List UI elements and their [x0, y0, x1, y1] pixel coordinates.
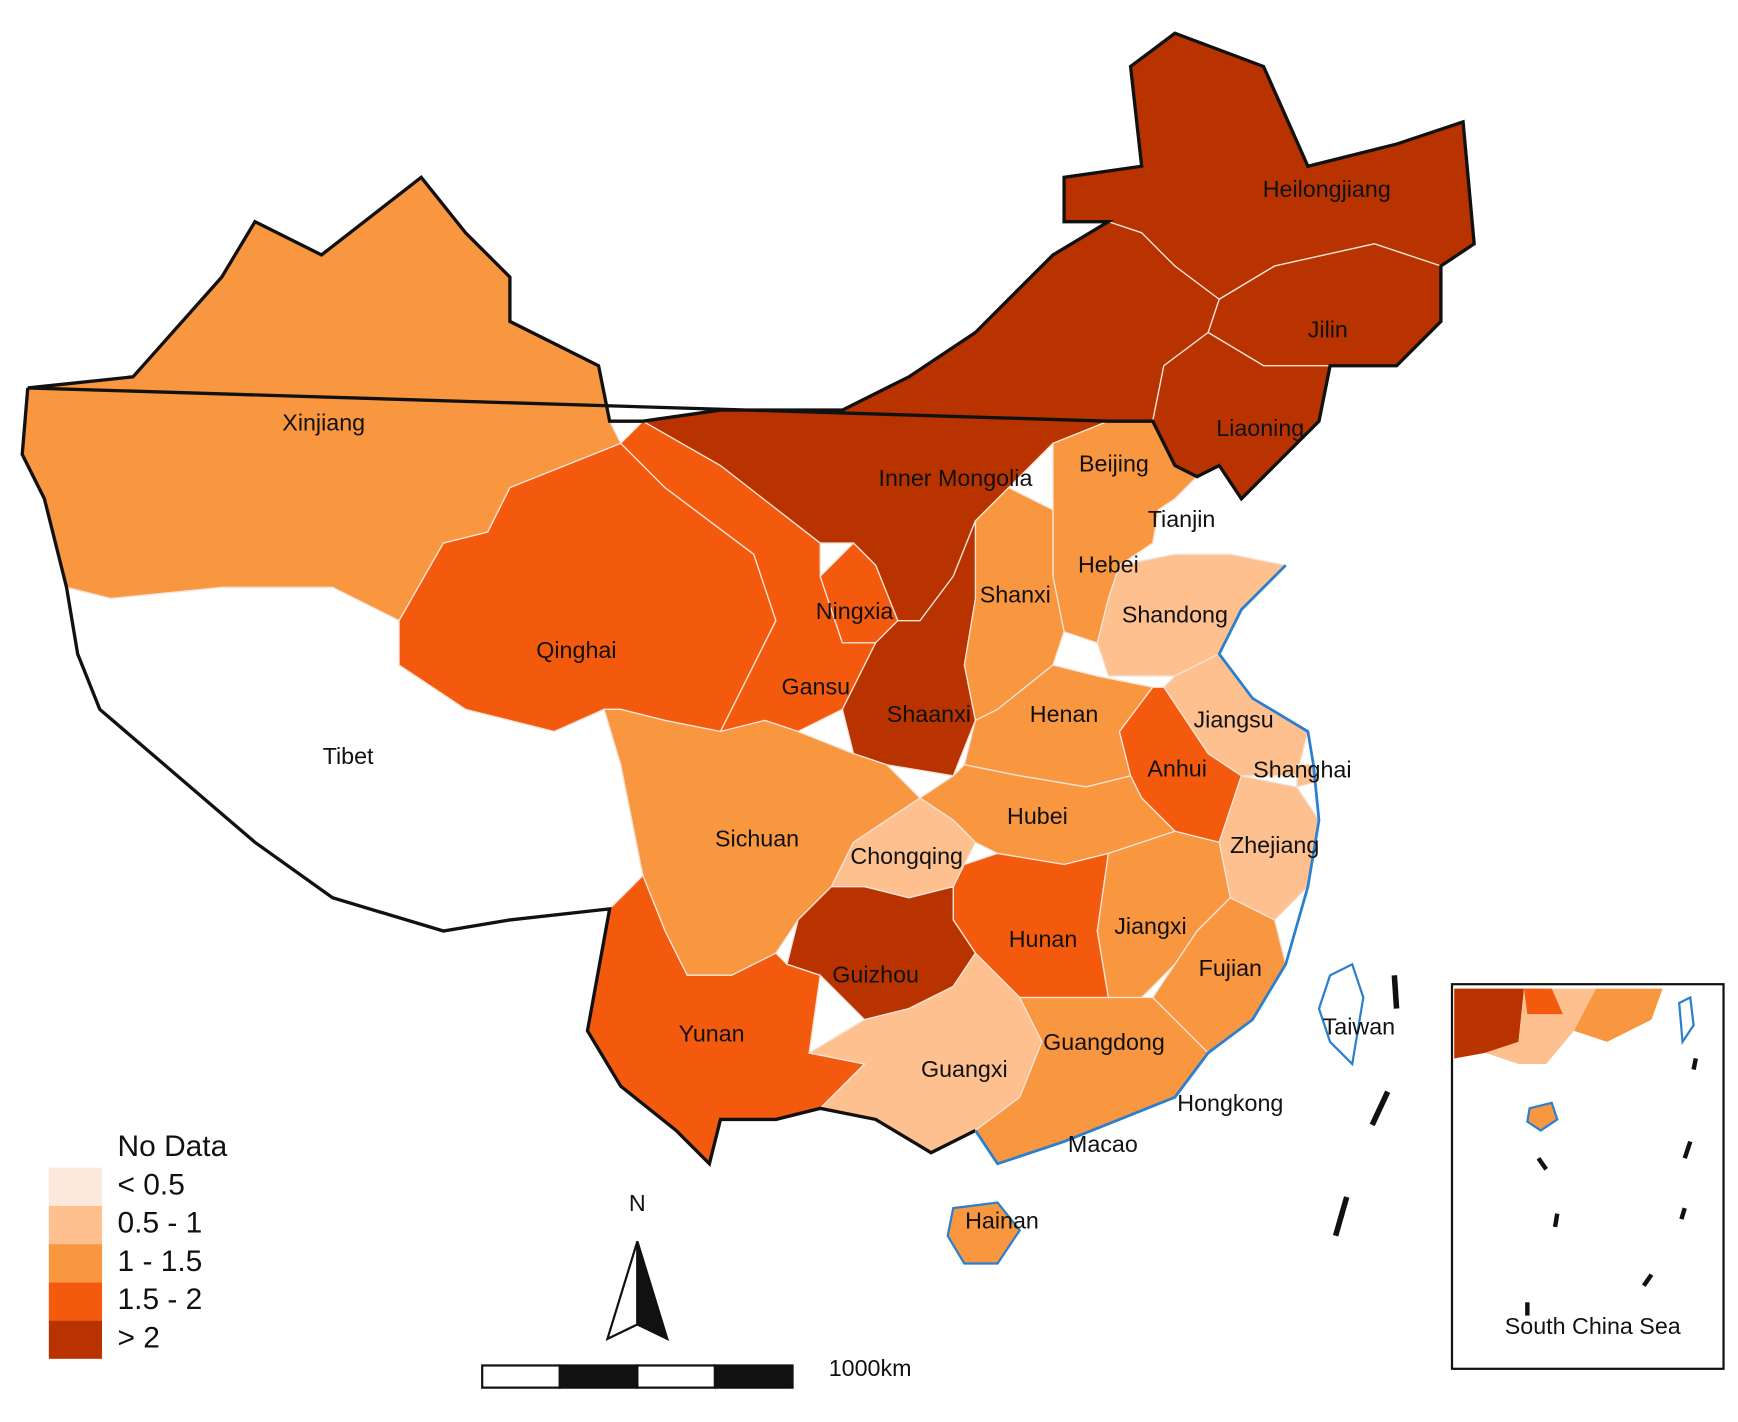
region-label: Xinjiang	[282, 410, 365, 436]
region-label: Shanghai	[1253, 757, 1351, 783]
region-label: Gansu	[782, 673, 851, 699]
region-label: Anhui	[1147, 755, 1207, 781]
region-label: Taiwan	[1323, 1014, 1395, 1040]
legend-label: 1 - 1.5	[118, 1245, 203, 1278]
north-arrow: N	[605, 1190, 670, 1341]
region-label: Sichuan	[715, 825, 799, 851]
region-label: Jiangxi	[1114, 913, 1186, 939]
region-label: Yunan	[679, 1020, 745, 1046]
legend: No Data < 0.5 0.5 - 1 1 - 1.5 1.5 - 2 > 2	[48, 1130, 228, 1359]
region-label: Tibet	[323, 743, 374, 769]
scale-bar	[481, 1364, 794, 1389]
legend-swatch	[48, 1320, 103, 1359]
region-label: Shaanxi	[887, 701, 971, 727]
region	[918, 764, 1177, 866]
region-label: Chongqing	[850, 843, 963, 869]
north-label: N	[629, 1190, 646, 1216]
region-label: Hebei	[1078, 552, 1139, 578]
region-label: Beijing	[1079, 451, 1149, 477]
nine-dash-line	[1332, 975, 1400, 1237]
legend-label: 0.5 - 1	[118, 1207, 203, 1240]
region-label: Hainan	[965, 1208, 1039, 1234]
legend-swatch	[48, 1205, 103, 1245]
region-label: Hubei	[1007, 803, 1068, 829]
border	[27, 31, 1476, 502]
region	[946, 1201, 1022, 1265]
legend-label: 1.5 - 2	[118, 1283, 203, 1316]
border	[20, 387, 977, 1168]
legend-label: No Data	[118, 1130, 228, 1163]
legend-label: < 0.5	[118, 1168, 185, 1201]
scale-label: 1000km	[829, 1355, 912, 1381]
region-label: Henan	[1030, 701, 1099, 727]
region-label: Heilongjiang	[1263, 176, 1391, 202]
region-label: Shandong	[1122, 601, 1228, 627]
region-label: Guangxi	[921, 1056, 1008, 1082]
region-label: Tianjin	[1148, 506, 1216, 532]
labels: Xinjiang Tibet Qinghai Gansu Inner Mongolia H…	[282, 176, 1395, 1234]
region-label: Guizhou	[832, 962, 919, 988]
regions	[20, 31, 1476, 1265]
macao-label: Macao	[1068, 1131, 1138, 1157]
region-label: Ningxia	[816, 598, 894, 624]
legend-swatch	[48, 1244, 103, 1283]
region-label: Inner Mongolia	[878, 465, 1032, 491]
region-label: Zhejiang	[1230, 832, 1319, 858]
inset: South China Sea	[1450, 983, 1725, 1370]
hongkong-label: Hongkong	[1177, 1090, 1283, 1116]
legend-label: > 2	[118, 1321, 160, 1354]
legend-swatch	[48, 1282, 103, 1321]
region-label: Jilin	[1308, 317, 1348, 343]
coast	[974, 564, 1321, 1166]
region-label: Jiangsu	[1194, 707, 1274, 733]
region	[1317, 962, 1365, 1067]
region-label: Liaoning	[1216, 415, 1304, 441]
region-label: Qinghai	[536, 637, 616, 663]
region-label: Hunan	[1009, 926, 1078, 952]
legend-swatch	[48, 1167, 103, 1206]
region-label: Guangdong	[1043, 1029, 1165, 1055]
inset-label: South China Sea	[1505, 1313, 1681, 1339]
region-label: Shanxi	[980, 581, 1051, 607]
region	[841, 520, 977, 777]
region-label: Fujian	[1199, 955, 1262, 981]
